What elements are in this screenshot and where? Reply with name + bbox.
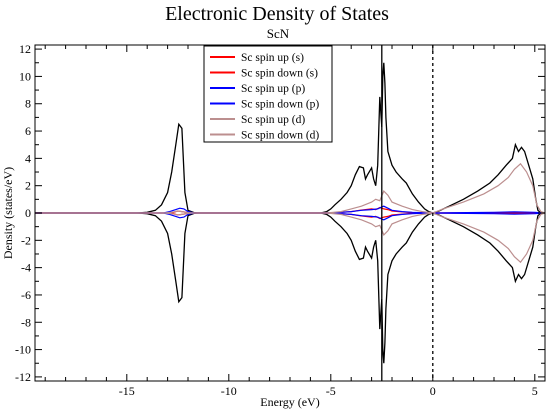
chart-title: Electronic Density of States bbox=[165, 3, 389, 25]
x-tick-label: -15 bbox=[119, 384, 135, 398]
x-axis-label: Energy (eV) bbox=[260, 395, 319, 409]
y-tick-label: -6 bbox=[21, 288, 31, 302]
legend-label: Sc spin down (d) bbox=[241, 130, 319, 142]
y-tick-label: 8 bbox=[25, 97, 31, 111]
y-tick-label: -2 bbox=[21, 233, 31, 247]
series-line-2 bbox=[35, 205, 546, 214]
y-tick-label: -4 bbox=[21, 261, 31, 275]
legend-label: Sc spin up (d) bbox=[241, 114, 305, 126]
x-tick-label: -5 bbox=[326, 384, 336, 398]
y-axis-label: Density (states/eV) bbox=[1, 167, 15, 259]
total-dos-spin-down-line bbox=[35, 212, 545, 364]
x-tick-label: -10 bbox=[221, 384, 237, 398]
plot-area bbox=[35, 45, 546, 381]
y-tick-label: 10 bbox=[19, 69, 31, 83]
legend-label: Sc spin up (p) bbox=[241, 83, 305, 95]
legend-box bbox=[203, 45, 333, 143]
y-tick-label: 4 bbox=[25, 151, 31, 165]
y-tick-label: 2 bbox=[25, 179, 31, 193]
y-tick-label: 12 bbox=[19, 42, 31, 56]
axis-ticks: -15 -10 -5 0 5 -12 -10 -8 -6 -4 -2 0 2 4 6 8 10 12 bbox=[15, 42, 545, 398]
legend-label: Sc spin down (s) bbox=[241, 68, 318, 80]
y-tick-label: 0 bbox=[25, 206, 31, 220]
x-tick-label: 5 bbox=[532, 384, 538, 398]
y-tick-label: -12 bbox=[15, 370, 31, 384]
y-tick-label: -8 bbox=[21, 315, 31, 329]
chart-subtitle: ScN bbox=[267, 26, 290, 41]
series-line-3 bbox=[35, 212, 546, 221]
legend: Sc spin up (s) Sc spin down (s) Sc spin up… bbox=[203, 45, 333, 143]
series-line-5 bbox=[35, 212, 546, 264]
x-tick-label: 0 bbox=[430, 384, 436, 398]
y-tick-label: 6 bbox=[25, 124, 31, 138]
y-tick-label: -10 bbox=[15, 343, 31, 357]
legend-label: Sc spin up (s) bbox=[241, 52, 304, 64]
series-line-4 bbox=[35, 162, 546, 214]
legend-label: Sc spin down (p) bbox=[241, 99, 319, 111]
